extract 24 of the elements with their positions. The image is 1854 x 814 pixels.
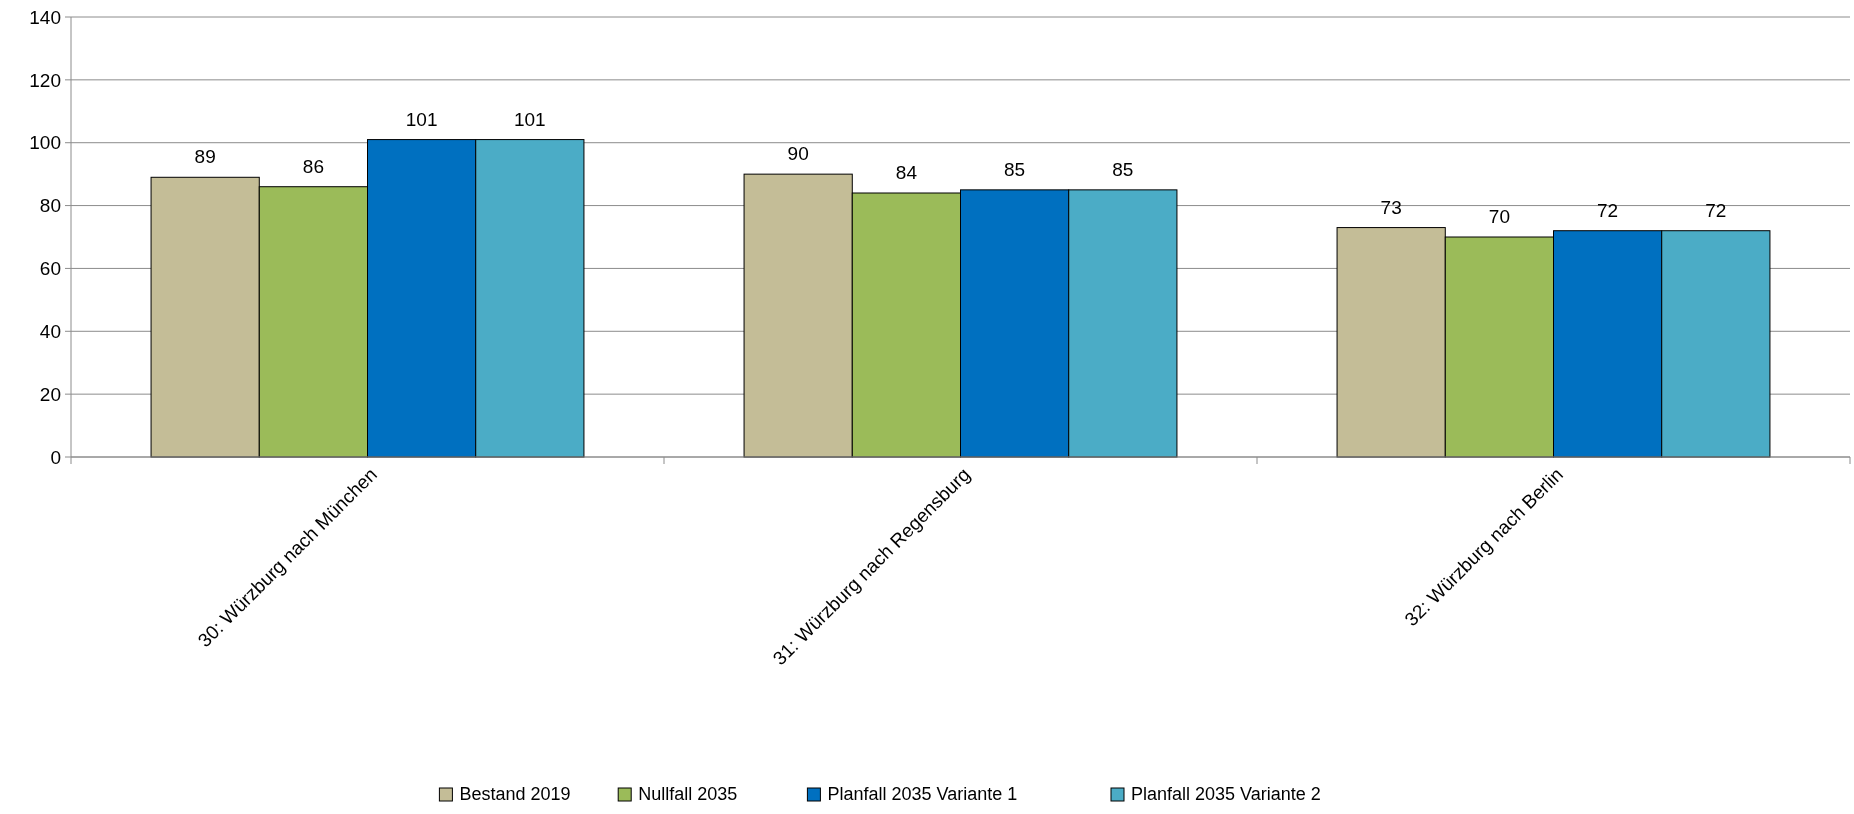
data-label: 89 (194, 146, 216, 168)
data-label: 72 (1705, 199, 1727, 221)
data-label: 101 (513, 108, 546, 130)
data-label: 73 (1380, 196, 1402, 218)
y-tick-label: 80 (39, 195, 61, 217)
data-label: 85 (1004, 158, 1026, 180)
y-tick-label: 20 (39, 383, 61, 405)
y-tick-label: 140 (29, 6, 61, 28)
data-label: 85 (1112, 158, 1134, 180)
data-label: 84 (895, 162, 918, 183)
y-tick-label: 120 (29, 69, 61, 91)
y-tick-label: 0 (50, 446, 61, 468)
data-label: 72 (1597, 199, 1619, 221)
data-label: 70 (1488, 206, 1510, 227)
data-label: 86 (302, 155, 324, 177)
data-label: 90 (787, 143, 809, 165)
y-tick-label: 40 (39, 320, 61, 342)
legend-label: Planfall 2035 Variante 2 (1131, 784, 1321, 804)
y-tick-label: 60 (39, 258, 61, 280)
legend-label: Planfall 2035 Variante 1 (827, 784, 1018, 804)
y-tick-label: 100 (29, 132, 61, 154)
legend-label: Nullfall 2035 (638, 784, 738, 804)
data-label: 101 (405, 108, 438, 130)
legend-label: Bestand 2019 (459, 784, 571, 804)
